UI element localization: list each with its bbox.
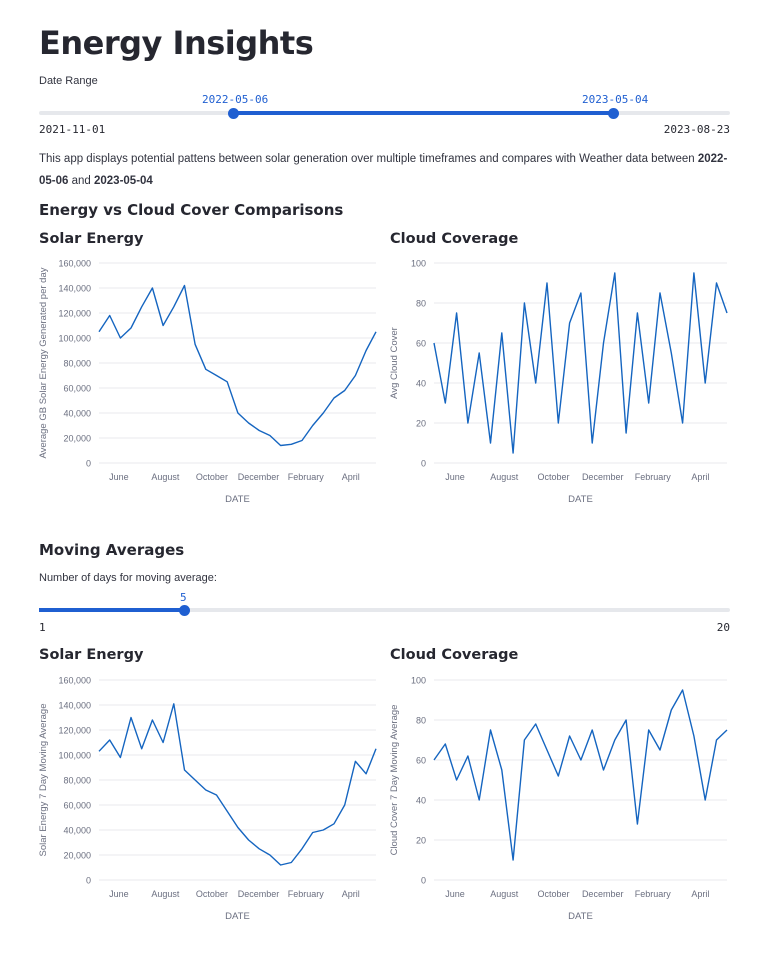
date-range-max-label: 2023-08-23	[663, 123, 730, 136]
y-tick-label: 80,000	[63, 359, 91, 369]
series-line	[98, 703, 377, 866]
y-tick-label: 40	[416, 796, 426, 806]
y-tick-label: 40,000	[63, 409, 91, 419]
y-axis-title: Solar Energy 7 Day Moving Average	[38, 704, 49, 857]
solar-energy-moving-average-chart: 0 20,000 40,000 60,000 80,000 100,000 120,000 1…	[38, 676, 377, 922]
y-tick-label: 40,000	[63, 826, 91, 836]
moving-average-handle[interactable]	[179, 605, 190, 616]
y-tick-label: 80,000	[63, 776, 91, 786]
x-tick-label: October	[196, 472, 228, 482]
x-tick-label: December	[238, 472, 280, 482]
x-tick-label: April	[342, 472, 360, 482]
x-axis-title: DATE	[225, 494, 250, 505]
y-tick-label: 100	[411, 259, 426, 269]
cloud-coverage-chart: 0 20 40 60 80 100 June August October December Feb…	[389, 259, 728, 505]
x-axis-title: DATE	[568, 494, 593, 505]
x-tick-label: February	[635, 472, 672, 482]
page-title: Energy Insights	[39, 24, 314, 62]
y-tick-label: 60,000	[63, 384, 91, 394]
x-tick-label: August	[490, 889, 519, 899]
x-tick-label: June	[109, 889, 129, 899]
cloud-coverage-moving-average-chart: 0 20 40 60 80 100 June August October December Feb…	[389, 676, 728, 922]
chart-title-solar-energy-ma: Solar Energy	[39, 647, 144, 663]
y-tick-label: 100,000	[58, 751, 91, 761]
y-tick-label: 60	[416, 756, 426, 766]
moving-average-track[interactable]	[39, 608, 730, 612]
x-tick-label: June	[445, 472, 465, 482]
y-tick-label: 160,000	[58, 676, 91, 686]
date-range-start-value: 2022-05-06	[202, 93, 269, 106]
y-tick-label: 20,000	[63, 434, 91, 444]
y-axis-title: Cloud Cover 7 Day Moving Average	[389, 705, 400, 856]
moving-average-max-label: 20	[716, 621, 730, 634]
date-range-min-label: 2021-11-01	[39, 123, 106, 136]
x-tick-label: October	[537, 889, 569, 899]
description-end-date: 2023-05-04	[94, 175, 153, 187]
y-tick-label: 100,000	[58, 334, 91, 344]
chart-title-cloud-coverage-ma: Cloud Coverage	[390, 647, 519, 663]
x-tick-label: October	[537, 472, 569, 482]
x-tick-label: February	[635, 889, 672, 899]
chart-title-cloud-coverage: Cloud Coverage	[390, 231, 519, 247]
y-tick-label: 80	[416, 299, 426, 309]
y-tick-label: 120,000	[58, 726, 91, 736]
x-tick-label: June	[109, 472, 129, 482]
y-tick-label: 140,000	[58, 284, 91, 294]
moving-average-fill	[39, 608, 184, 612]
y-tick-label: 20	[416, 836, 426, 846]
date-range-start-handle[interactable]	[228, 108, 239, 119]
y-tick-label: 0	[86, 459, 91, 469]
x-tick-label: February	[288, 472, 325, 482]
x-tick-label: December	[582, 472, 624, 482]
y-tick-label: 120,000	[58, 309, 91, 319]
section-heading-moving-averages: Moving Averages	[39, 541, 185, 559]
y-tick-label: 0	[421, 459, 426, 469]
solar-energy-chart: 0 20,000 40,000 60,000 80,000 100,000 120,000 1…	[38, 259, 377, 505]
y-tick-label: 0	[421, 876, 426, 886]
x-tick-label: April	[691, 889, 709, 899]
x-tick-label: August	[151, 472, 180, 482]
y-tick-label: 140,000	[58, 701, 91, 711]
x-axis-title: DATE	[568, 911, 593, 922]
series-line	[433, 272, 728, 454]
chart-title-solar-energy: Solar Energy	[39, 231, 144, 247]
moving-average-value: 5	[180, 591, 187, 604]
series-line	[433, 689, 728, 861]
y-tick-label: 80	[416, 716, 426, 726]
y-axis-title: Average GB Solar Energy Generated per da…	[38, 267, 49, 458]
y-tick-label: 40	[416, 379, 426, 389]
description-text: This app displays potential pattens betw…	[39, 153, 728, 187]
date-range-selected-fill	[233, 111, 613, 115]
y-tick-label: 20,000	[63, 851, 91, 861]
moving-average-slider-label: Number of days for moving average:	[39, 572, 217, 584]
y-tick-label: 100	[411, 676, 426, 686]
date-range-end-value: 2023-05-04	[582, 93, 649, 106]
y-tick-label: 60,000	[63, 801, 91, 811]
x-tick-label: April	[691, 472, 709, 482]
x-axis-title: DATE	[225, 911, 250, 922]
y-tick-label: 60	[416, 339, 426, 349]
moving-average-min-label: 1	[39, 621, 46, 634]
date-range-end-handle[interactable]	[608, 108, 619, 119]
y-tick-label: 20	[416, 419, 426, 429]
x-tick-label: December	[582, 889, 624, 899]
date-range-label: Date Range	[39, 75, 98, 87]
x-tick-label: June	[445, 889, 465, 899]
x-tick-label: August	[490, 472, 519, 482]
x-tick-label: December	[238, 889, 280, 899]
section-heading-comparisons: Energy vs Cloud Cover Comparisons	[39, 201, 344, 219]
y-tick-label: 160,000	[58, 259, 91, 269]
description-start-date: 2022-05-06	[39, 153, 728, 187]
x-tick-label: October	[196, 889, 228, 899]
x-tick-label: August	[151, 889, 180, 899]
series-line	[98, 284, 377, 447]
y-tick-label: 0	[86, 876, 91, 886]
x-tick-label: April	[342, 889, 360, 899]
x-tick-label: February	[288, 889, 325, 899]
y-axis-title: Avg Cloud Cover	[389, 327, 400, 399]
